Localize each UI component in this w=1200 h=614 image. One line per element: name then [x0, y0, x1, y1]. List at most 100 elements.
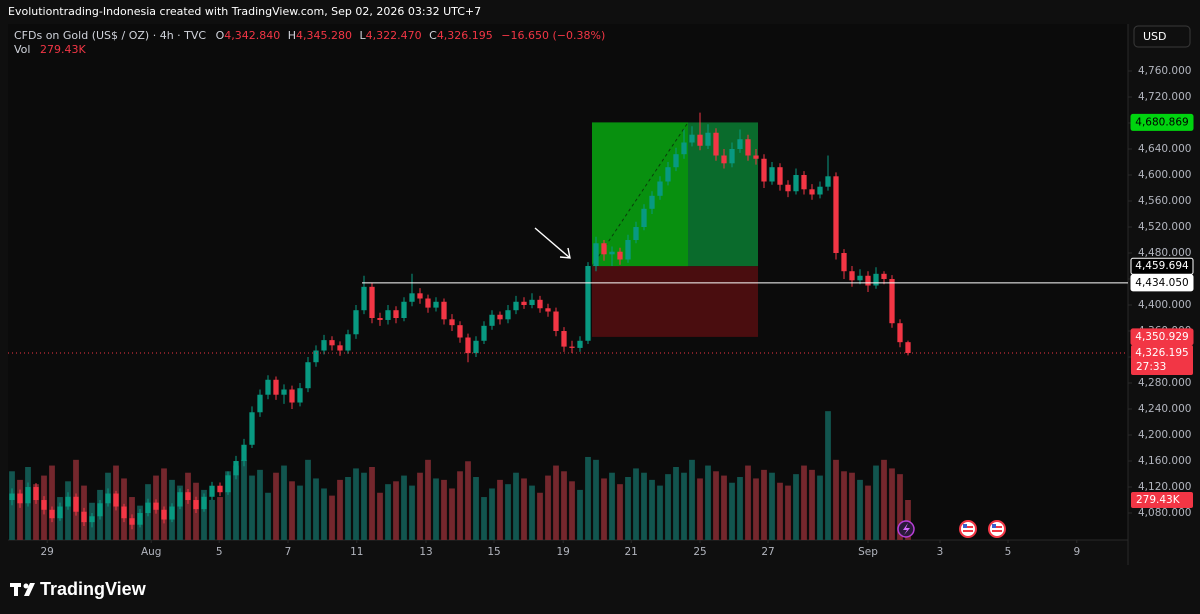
- candle-body: [505, 310, 511, 320]
- line-layer: [8, 282, 1128, 354]
- volume-value: 279.43K: [40, 43, 86, 56]
- y-tick-label: 4,400.000: [1138, 299, 1191, 311]
- candle-body: [769, 167, 775, 182]
- candle-body: [137, 513, 143, 525]
- candle-body: [681, 142, 687, 155]
- label-layer: 4,680.869 4,459.694 4,434.050 4,350.929 4,32…: [1130, 113, 1194, 508]
- volume-bar: [737, 477, 743, 540]
- volume-bar: [841, 471, 847, 540]
- volume-bar: [9, 471, 15, 540]
- candle-body: [777, 167, 783, 185]
- axis-layer: 4,080.000 4,120.000 4,160.000 4,200.000 4,24…: [41, 65, 1192, 558]
- y-tick-label: 4,520.000: [1138, 221, 1191, 233]
- arrow-annotation: [534, 227, 571, 259]
- candle-body: [65, 496, 71, 507]
- ohlc-name: O: [216, 29, 225, 42]
- candle-body: [593, 243, 599, 267]
- ohlc-name: C: [429, 29, 437, 42]
- volume-bar: [833, 459, 839, 540]
- x-tick-label: 5: [216, 546, 223, 558]
- ohlc-name: H: [288, 29, 296, 42]
- chart-title: Evolutiontrading-Indonesia created with …: [8, 5, 481, 18]
- candle-body: [417, 293, 423, 299]
- candle-body: [257, 394, 263, 413]
- volume-bar: [553, 465, 559, 540]
- candle-body: [553, 311, 559, 332]
- volume-bar: [761, 469, 767, 540]
- currency[interactable]: USD: [1143, 30, 1167, 43]
- brand: TradingView: [40, 579, 147, 599]
- volume-legend: Vol 279.43K: [14, 43, 86, 56]
- volume-bar: [33, 484, 39, 540]
- legend-row: CFDs on Gold (US$ / OZ) · 4h · TVC O4,34…: [14, 29, 605, 42]
- volume-bar: [273, 472, 279, 540]
- candle-body: [305, 362, 311, 389]
- price-label-box: [1130, 274, 1194, 292]
- volume-bar: [641, 472, 647, 540]
- volume-bar: [713, 471, 719, 540]
- candle-body: [833, 176, 839, 254]
- candle-body: [825, 176, 831, 187]
- candle-body: [41, 500, 47, 510]
- candle-body: [633, 227, 639, 241]
- candle-body: [585, 266, 591, 341]
- candle-body: [873, 273, 879, 286]
- candle-body: [649, 195, 655, 209]
- volume-bar: [609, 472, 615, 540]
- volume-label-box: [1131, 491, 1193, 508]
- volume-bar: [649, 479, 655, 540]
- price-label-box: [1130, 328, 1194, 346]
- volume-bar: [753, 478, 759, 540]
- y-tick-label: 4,080.000: [1138, 507, 1191, 519]
- volume-bar: [473, 477, 479, 540]
- candle-body: [409, 293, 415, 302]
- volume-bar: [281, 465, 287, 540]
- volume-bar: [513, 472, 519, 540]
- candle-body: [297, 388, 303, 403]
- volume-bar: [665, 474, 671, 540]
- candle-body: [441, 301, 447, 320]
- volume-bar: [401, 475, 407, 540]
- volume-bar: [441, 479, 447, 540]
- candle-body: [57, 506, 63, 519]
- x-tick-label: 15: [487, 546, 500, 558]
- volume-bar: [465, 461, 471, 540]
- candle-body: [17, 493, 23, 504]
- volume-bar: [777, 482, 783, 540]
- candle-body: [809, 189, 815, 195]
- volume-bar: [377, 492, 383, 540]
- volume-bar: [17, 479, 23, 540]
- candle-body: [481, 325, 487, 341]
- volume-bar: [449, 488, 455, 540]
- volume-bar: [601, 478, 607, 540]
- x-tick-label: Sep: [858, 546, 878, 558]
- candle-body: [361, 286, 367, 311]
- candle-body: [121, 506, 127, 519]
- volume-bar: [721, 475, 727, 540]
- candle-body: [401, 301, 407, 319]
- y-tick-label: 4,280.000: [1138, 377, 1191, 389]
- currency-button[interactable]: [1133, 25, 1191, 48]
- candle-body: [377, 318, 383, 320]
- volume-bar: [393, 481, 399, 540]
- candle-body: [201, 496, 207, 510]
- footer: [0, 565, 1200, 614]
- ohlc-value: 4,342.840: [224, 29, 280, 42]
- countdown: 27:33: [1136, 361, 1166, 373]
- volume-bar: [185, 472, 191, 540]
- x-tick-label: 5: [1005, 546, 1012, 558]
- x-tick-label: 25: [693, 546, 706, 558]
- candle-body: [345, 334, 351, 351]
- volume-bar: [577, 489, 583, 540]
- candle-body: [545, 308, 551, 312]
- candle-body: [521, 301, 527, 306]
- candle-body: [185, 492, 191, 501]
- volume-bar: [457, 471, 463, 540]
- ohlc-name: L: [360, 29, 367, 42]
- volume-bar: [225, 471, 231, 540]
- candle-body: [857, 275, 863, 281]
- candle-body: [641, 208, 647, 228]
- candle-body: [537, 299, 543, 309]
- price-label-box: [1130, 113, 1194, 131]
